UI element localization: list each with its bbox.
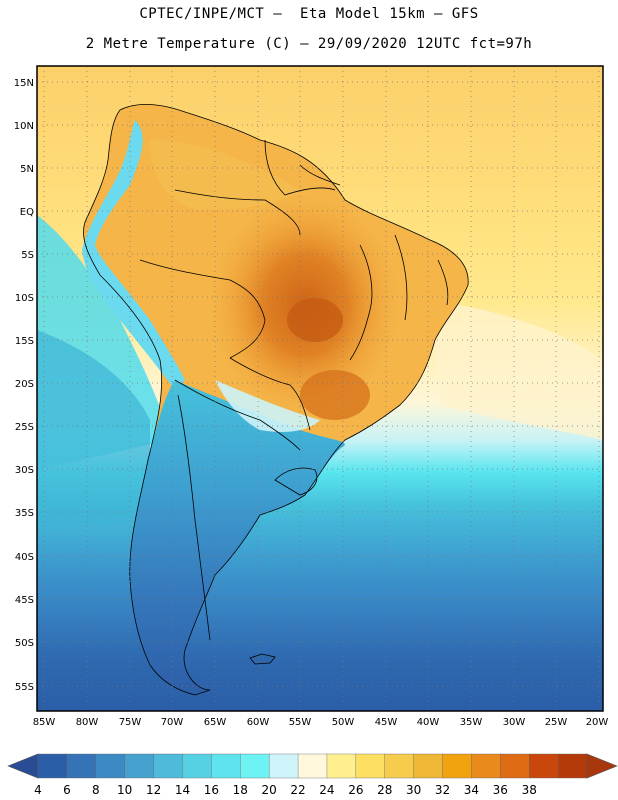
lat-label: 45S [15, 595, 34, 606]
colorbar-tick-label: 24 [319, 783, 334, 797]
longitude-axis: 85W 80W 75W 70W 65W 60W 55W 50W 45W 40W … [33, 717, 609, 728]
colorbar-over-arrow [586, 753, 618, 779]
lat-label: 25S [15, 422, 34, 433]
colorbar-cell [297, 753, 328, 779]
colorbar-cell [442, 753, 472, 779]
lon-label: 75W [119, 717, 142, 728]
colorbar-cell [124, 753, 155, 779]
colorbar-tick-label: 26 [348, 783, 363, 797]
colorbar-cell [66, 753, 97, 779]
colorbar-cell [182, 753, 212, 779]
colorbar-tick-label: 18 [233, 783, 248, 797]
lon-label: 20W [586, 717, 609, 728]
map-title-line1: CPTEC/INPE/MCT – Eta Model 15km – GFS [139, 6, 479, 22]
colorbar-cell [326, 753, 357, 779]
lat-label: EQ [20, 207, 34, 218]
country-borders [83, 104, 469, 696]
lon-label: 25W [545, 717, 568, 728]
colorbar-labels: 4 6 8 10 12 14 16 18 20 22 24 26 28 30 32 34 36 38 [34, 783, 537, 797]
lat-label: 15N [14, 78, 34, 89]
colorbar-tick-label: 32 [435, 783, 450, 797]
colorbar-tick-label: 4 [34, 783, 42, 797]
colorbar-cell [240, 753, 270, 779]
colorbar-tick-label: 20 [262, 783, 277, 797]
colorbar-tick-label: 36 [493, 783, 508, 797]
colorbar-cell [355, 753, 386, 779]
colorbar-cell [37, 753, 68, 779]
colorbar-tick-label: 38 [522, 783, 537, 797]
pacific-cold-zone [37, 330, 150, 530]
lon-label: 40W [417, 717, 440, 728]
colorbar-cell [471, 753, 501, 779]
colorbar-tick-label: 10 [117, 783, 132, 797]
lon-label: 70W [161, 717, 184, 728]
lon-label: 60W [247, 717, 270, 728]
colorbar-tick-label: 8 [92, 783, 100, 797]
latitude-axis: 15N 10N 5N EQ 5S 10S 15S 20S 25S 30S 35S… [14, 78, 34, 693]
colorbar-tick-label: 30 [406, 783, 421, 797]
colorbar-cell [268, 753, 299, 779]
colorbar-tick-label: 12 [146, 783, 161, 797]
atlantic-warm-band [430, 300, 603, 440]
colorbar-cell [384, 753, 415, 779]
colorbar-cells [37, 753, 588, 779]
colorbar-tick-label: 22 [290, 783, 305, 797]
mato-grosso-max [287, 298, 343, 342]
colorbar-cell [557, 753, 588, 779]
map-frame [36, 65, 604, 712]
paraguay-hot-spot [300, 370, 370, 420]
andes-cool-strip [82, 120, 185, 390]
temperature-map: 15N 10N 5N EQ 5S 10S 15S 20S 25S 30S 35S… [14, 65, 609, 728]
temperature-colorbar: 4 6 8 10 12 14 16 18 20 22 24 26 28 30 32 34 36 38 [7, 753, 618, 797]
lat-label: 40S [15, 552, 34, 563]
colorbar-tick-label: 14 [175, 783, 190, 797]
lon-label: 45W [375, 717, 398, 728]
lat-label: 35S [15, 508, 34, 519]
map-title-line2: 2 Metre Temperature (C) – 29/09/2020 12U… [85, 36, 533, 52]
colorbar-cell [413, 753, 444, 779]
lon-label: 50W [332, 717, 355, 728]
lat-label: 10N [14, 121, 34, 132]
lat-label: 30S [15, 465, 34, 476]
colorbar-tick-label: 6 [63, 783, 71, 797]
lat-label: 10S [15, 293, 34, 304]
lat-label: 15S [15, 336, 34, 347]
colorbar-tick-label: 28 [377, 783, 392, 797]
colorbar-under-arrow [7, 753, 39, 779]
pampas-pale [215, 380, 320, 432]
lat-label: 5N [20, 164, 34, 175]
lon-label: 35W [460, 717, 483, 728]
southern-cone-cool [129, 380, 345, 695]
colorbar-tick-label: 16 [204, 783, 219, 797]
lat-label: 50S [15, 638, 34, 649]
colorbar-cell [153, 753, 183, 779]
colorbar-cell [211, 753, 241, 779]
lat-label: 20S [15, 379, 34, 390]
lon-label: 30W [503, 717, 526, 728]
lon-label: 55W [289, 717, 312, 728]
falkland-islands [249, 653, 276, 665]
lon-label: 80W [76, 717, 99, 728]
lat-label: 55S [15, 682, 34, 693]
colorbar-tick-label: 34 [464, 783, 479, 797]
colorbar-cell [500, 753, 530, 779]
colorbar-cell [529, 753, 559, 779]
lat-label: 5S [21, 250, 34, 261]
lon-label: 65W [204, 717, 227, 728]
lon-label: 85W [33, 717, 56, 728]
colorbar-cell [95, 753, 126, 779]
